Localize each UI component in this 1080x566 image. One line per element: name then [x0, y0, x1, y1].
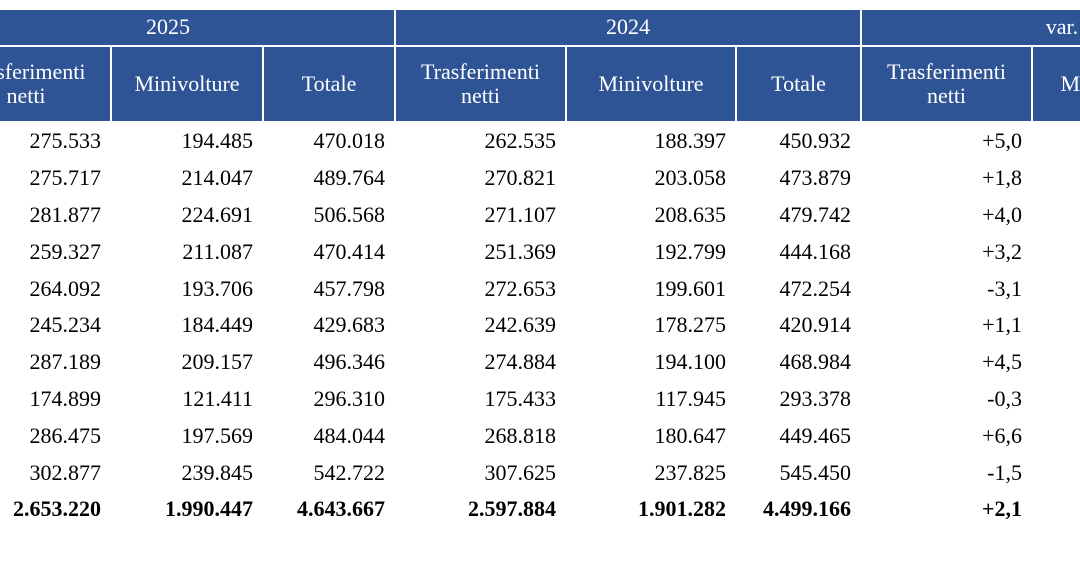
table-cell: 468.984 [779, 349, 852, 375]
table-cell: 194.100 [654, 349, 727, 375]
table-cell: 470.018 [313, 128, 386, 154]
total-cell: 2.653.220 [13, 496, 101, 522]
table-cell: 506.568 [313, 201, 386, 227]
table-cell: 178.275 [654, 312, 727, 338]
table-cell: 242.639 [484, 312, 557, 338]
group-header: 2024 [396, 10, 860, 45]
table-cell: 275.533 [29, 128, 102, 154]
table-cell: +5,0 [982, 128, 1022, 154]
table-cell: 271.107 [484, 201, 557, 227]
table-cell: 274.884 [484, 349, 557, 375]
group-header: 2025 [0, 10, 394, 45]
table-cell: 259.327 [29, 238, 102, 264]
table-cell: 175.433 [484, 385, 557, 411]
table-cell: 199.601 [654, 275, 727, 301]
table-cell: 444.168 [779, 238, 852, 264]
table-cell: 193.706 [181, 275, 254, 301]
column-header: Trasferimenti netti [396, 47, 565, 121]
table-cell: 188.397 [654, 128, 727, 154]
table-cell: 262.535 [484, 128, 557, 154]
column-header: Totale [264, 47, 394, 121]
table-cell: 264.092 [29, 275, 102, 301]
table-cell: 472.254 [779, 275, 852, 301]
table-cell: +1,8 [982, 165, 1022, 191]
table-cell: 296.310 [313, 385, 386, 411]
table-cell: 275.717 [29, 165, 102, 191]
group-header: var. [862, 10, 1080, 45]
column-header: Minivolture [112, 47, 262, 121]
table-cell: 449.465 [779, 422, 852, 448]
table-cell: 251.369 [484, 238, 557, 264]
table-cell: 184.449 [181, 312, 254, 338]
table-cell: 192.799 [654, 238, 727, 264]
table-cell: 209.157 [181, 349, 254, 375]
table-cell: 197.569 [181, 422, 254, 448]
table-cell: 272.653 [484, 275, 557, 301]
table-cell: 470.414 [313, 238, 386, 264]
table-cell: 286.475 [29, 422, 102, 448]
table-cell: 211.087 [182, 238, 253, 264]
table-cell: -3,1 [987, 275, 1022, 301]
table-cell: +4,5 [982, 349, 1022, 375]
total-cell: 2.597.884 [468, 496, 556, 522]
table-cell: +4,0 [982, 201, 1022, 227]
table-cell: -0,3 [987, 385, 1022, 411]
total-cell: 4.499.166 [763, 496, 851, 522]
table-cell: 429.683 [313, 312, 386, 338]
total-cell: 1.990.447 [165, 496, 253, 522]
table-cell: 489.764 [313, 165, 386, 191]
table-cell: 203.058 [654, 165, 727, 191]
table-cell: 302.877 [29, 459, 102, 485]
table-cell: 457.798 [313, 275, 386, 301]
table-cell: 174.899 [29, 385, 102, 411]
table-cell: 224.691 [181, 201, 254, 227]
table-cell: 420.914 [779, 312, 852, 338]
column-header: Minivolture [1033, 47, 1080, 121]
table-cell: 194.485 [181, 128, 254, 154]
table-cell: 450.932 [779, 128, 852, 154]
table-cell: +1,1 [982, 312, 1022, 338]
table-cell: 484.044 [313, 422, 386, 448]
table-cell: 239.845 [181, 459, 254, 485]
column-header: Trasferimenti netti [862, 47, 1031, 121]
table-cell: 121.411 [182, 385, 253, 411]
table-cell: 542.722 [313, 459, 386, 485]
table-cell: -1,5 [987, 459, 1022, 485]
table-cell: 287.189 [29, 349, 102, 375]
table-cell: 473.879 [779, 165, 852, 191]
total-cell: 4.643.667 [297, 496, 385, 522]
table-cell: +6,6 [982, 422, 1022, 448]
column-header: Totale [737, 47, 860, 121]
table-cell: +3,2 [982, 238, 1022, 264]
total-cell: +2,1 [981, 496, 1022, 522]
table-cell: 496.346 [313, 349, 386, 375]
table-cell: 214.047 [181, 165, 254, 191]
column-header: Minivolture [567, 47, 735, 121]
table-cell: 180.647 [654, 422, 727, 448]
table-cell: 270.821 [484, 165, 557, 191]
table-cell: 281.877 [29, 201, 102, 227]
table-cell: 479.742 [779, 201, 852, 227]
table-cell: 237.825 [654, 459, 727, 485]
table-cell: 268.818 [484, 422, 557, 448]
table-cell: 307.625 [484, 459, 557, 485]
table-cell: 245.234 [29, 312, 102, 338]
total-cell: 1.901.282 [638, 496, 726, 522]
table-cell: 208.635 [654, 201, 727, 227]
column-header: Trasferimenti netti [0, 47, 110, 121]
table-cell: 293.378 [779, 385, 852, 411]
table-cell: 545.450 [779, 459, 852, 485]
table-cell: 117.945 [655, 385, 726, 411]
